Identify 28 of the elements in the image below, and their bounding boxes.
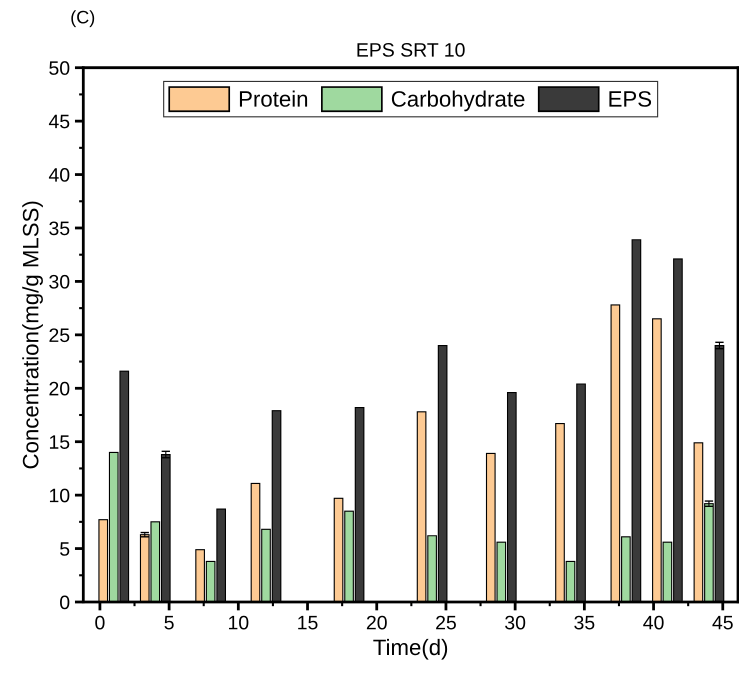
y-tick-label: 30 bbox=[49, 274, 70, 289]
text: (C) bbox=[71, 10, 94, 28]
y-tick-label: 50 bbox=[49, 61, 70, 75]
x-tick-label: 45 bbox=[712, 616, 733, 630]
legend-label: EPS bbox=[609, 91, 652, 107]
y-tick-label: 15 bbox=[50, 435, 70, 449]
x-tick-label: 5 bbox=[164, 616, 174, 630]
y-tick-label: 10 bbox=[50, 488, 70, 502]
chart-title: EPS SRT 10 bbox=[357, 43, 465, 57]
x-axis-title: Time(d) bbox=[373, 638, 448, 660]
x-tick-label: 0 bbox=[95, 616, 105, 630]
x-tick-label: 30 bbox=[505, 616, 526, 630]
y-tick-label: 20 bbox=[49, 382, 70, 396]
legend-label: Carbohydrate bbox=[392, 90, 524, 112]
legend-label: Protein bbox=[240, 90, 308, 107]
x-tick-label: 35 bbox=[574, 616, 594, 630]
x-tick-label: 15 bbox=[298, 616, 318, 630]
y-axis-title: Concentration(mg/g MLSS) bbox=[22, 202, 43, 468]
y-tick-label: 40 bbox=[48, 168, 70, 182]
y-tick-label: 0 bbox=[60, 595, 70, 610]
x-tick-label: 40 bbox=[643, 616, 664, 630]
y-tick-label: 5 bbox=[60, 542, 70, 556]
x-tick-label: 20 bbox=[366, 616, 387, 630]
y-tick-label: 25 bbox=[49, 328, 70, 342]
x-tick-label: 25 bbox=[436, 616, 456, 630]
y-tick-label: 45 bbox=[48, 114, 70, 128]
x-tick-label: 10 bbox=[228, 616, 248, 630]
y-tick-label: 35 bbox=[49, 221, 70, 236]
